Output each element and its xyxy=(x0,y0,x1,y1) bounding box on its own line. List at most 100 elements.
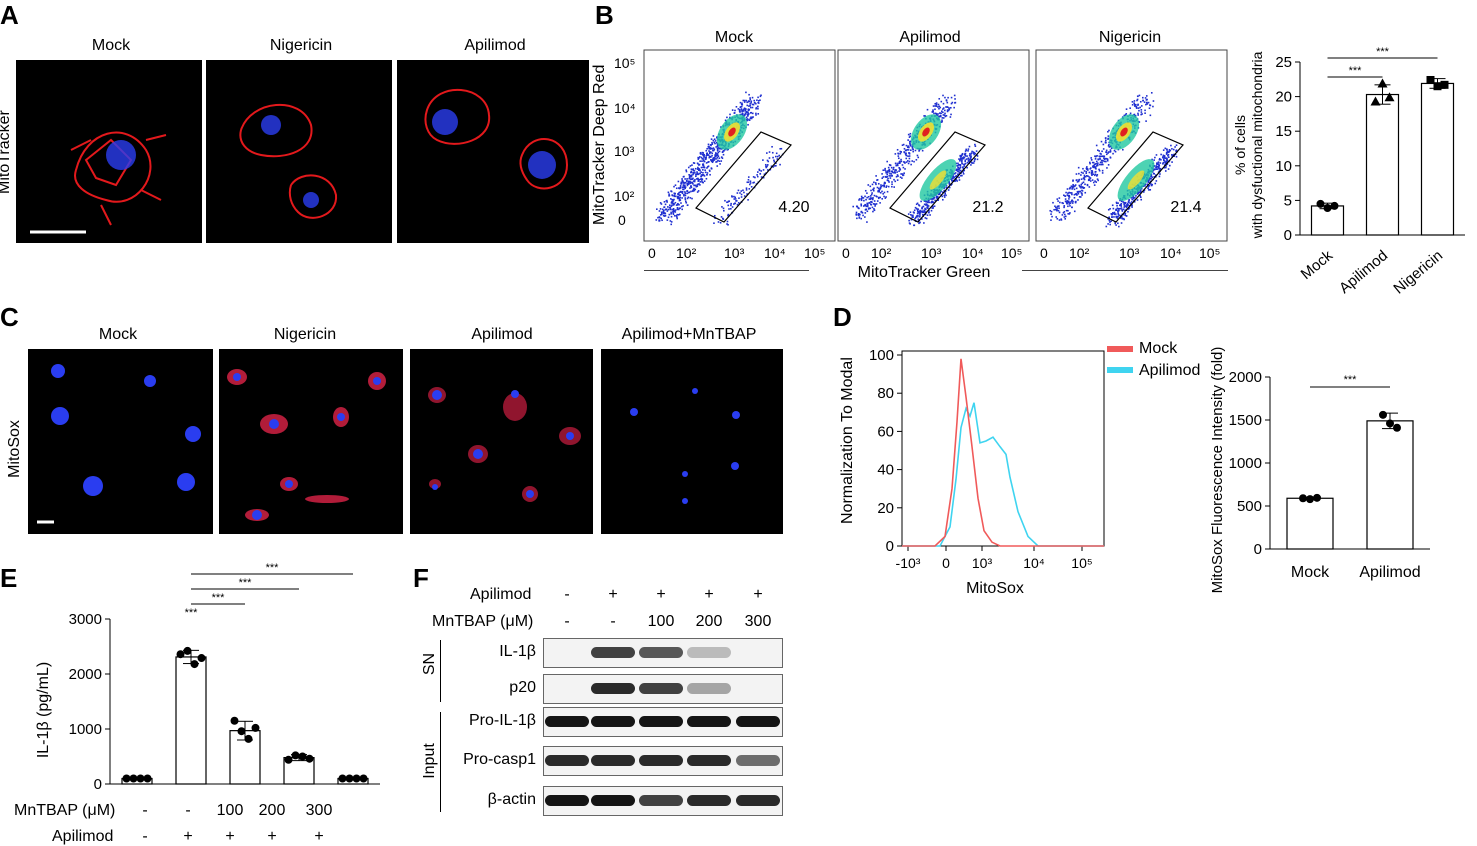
e-condition-1-5: 300 xyxy=(305,802,333,819)
panel-c-title-nigericin: Nigericin xyxy=(273,326,337,343)
micrograph-c-apilimod xyxy=(410,349,593,534)
y-tick-label: 2000 xyxy=(1229,369,1262,386)
f-input-bracket xyxy=(440,712,441,812)
f-blot-label-4: Pro-casp1 xyxy=(463,751,536,768)
data-point xyxy=(1386,419,1394,428)
panel-label-d: D xyxy=(833,302,852,332)
panel-b-title-mock: Mock xyxy=(714,29,754,46)
b-xtick-11: 10² xyxy=(1069,245,1090,261)
f-condition-2-2: - xyxy=(610,613,616,630)
y-tick-label: 15 xyxy=(1275,123,1292,140)
data-point xyxy=(359,774,368,783)
f-band-5-1 xyxy=(545,795,589,806)
e-row2-label: Apilimod xyxy=(52,828,114,845)
flow-gate-2 xyxy=(889,131,986,223)
b-ytick-4: 0 xyxy=(618,212,626,228)
f-condition-2-5: 300 xyxy=(744,613,772,630)
panel-c-title-mock: Mock xyxy=(98,326,138,343)
hist-x-label: 10⁴ xyxy=(1023,555,1045,571)
x-category-label: Nigericin xyxy=(1390,247,1446,298)
hist-x-label: -10³ xyxy=(896,555,921,571)
f-condition-1-5: + xyxy=(753,586,763,603)
b-xtick-10: 0 xyxy=(1040,245,1048,261)
f-blot-label-1: IL-1β xyxy=(499,643,536,660)
d-legend-mock: Mock xyxy=(1139,340,1178,357)
data-point xyxy=(1377,78,1388,88)
x-category-label: Mock xyxy=(1298,247,1337,283)
data-point xyxy=(1440,80,1449,89)
b-xtick-8: 10⁴ xyxy=(962,245,984,261)
data-point xyxy=(1393,423,1401,432)
b-ytick-1: 10⁴ xyxy=(614,100,636,116)
bar xyxy=(175,656,207,785)
hist-frame xyxy=(901,350,1105,547)
f-band-5-2 xyxy=(591,795,635,806)
b-ytick-0: 10⁵ xyxy=(614,55,636,71)
sig-label: *** xyxy=(185,607,199,619)
y-tick-label: 0 xyxy=(1254,541,1262,558)
f-band-2-3 xyxy=(639,683,683,694)
data-point xyxy=(1306,495,1314,504)
y-tick-label: 1500 xyxy=(1229,412,1262,429)
hist-line-mock xyxy=(902,358,1104,547)
data-point xyxy=(345,774,354,783)
data-point xyxy=(230,716,239,725)
sig-label: *** xyxy=(212,592,226,604)
data-point xyxy=(1379,410,1387,419)
f-band-4-4 xyxy=(687,755,731,766)
data-point xyxy=(1299,494,1307,503)
f-condition-1-1: - xyxy=(564,586,570,603)
panel-b-title-apilimod: Apilimod xyxy=(899,29,961,46)
sig-label: *** xyxy=(1344,374,1358,386)
hist-xlabel: MitoSox xyxy=(966,580,1024,597)
sig-label: *** xyxy=(239,577,253,589)
micrograph-c-mock xyxy=(28,349,213,534)
sig-label: *** xyxy=(1349,65,1363,77)
chart-e-bar: 0 1000 2000 3000 *** *** *** *** IL-1β (pg/mL) xyxy=(35,562,380,793)
data-point xyxy=(129,774,138,783)
f-condition-1-4: + xyxy=(704,586,714,603)
panel-a-title-nigericin: Nigericin xyxy=(269,37,333,54)
data-point xyxy=(284,755,293,764)
hist-y-label: 40 xyxy=(877,462,894,479)
y-tick-label: 1000 xyxy=(1229,455,1262,472)
data-point xyxy=(1426,75,1435,84)
panel-b-title-nigericin: Nigericin xyxy=(1098,29,1162,46)
e-row1-label: MnTBAP (μM) xyxy=(14,802,116,819)
sig-label: *** xyxy=(1376,46,1390,58)
panel-a-title-apilimod: Apilimod xyxy=(464,37,526,54)
data-point xyxy=(143,774,152,783)
b-xtick-6: 10² xyxy=(871,245,892,261)
panel-label-c: C xyxy=(0,302,19,332)
data-point xyxy=(183,646,192,655)
bar xyxy=(1366,420,1414,550)
panel-label-a: A xyxy=(0,0,19,30)
data-point xyxy=(136,774,145,783)
data-point xyxy=(237,727,246,736)
data-point xyxy=(1433,82,1442,91)
b-xtick-2: 10³ xyxy=(724,245,745,261)
e-condition-1-4: 200 xyxy=(258,802,286,819)
f-condition-1-3: + xyxy=(656,586,666,603)
b-xtick-0: 0 xyxy=(648,245,656,261)
y-tick-label: 0 xyxy=(1284,227,1292,244)
y-tick-label: 1000 xyxy=(69,721,102,738)
e-condition-2-4: + xyxy=(267,828,277,845)
b-xtick-12: 10³ xyxy=(1119,245,1140,261)
chart-b-ylabel: % of cellswith dysfuctional mitochondria xyxy=(1232,51,1265,239)
f-band-3-1 xyxy=(545,716,589,727)
hist-y-label: 0 xyxy=(886,538,894,555)
micrograph-a-apilimod xyxy=(397,60,589,243)
e-condition-1-2: - xyxy=(185,802,191,819)
e-condition-1-1: - xyxy=(142,802,148,819)
d-legend-apilimod-swatch xyxy=(1107,367,1133,373)
data-point xyxy=(244,734,253,743)
f-blot-label-3: Pro-IL-1β xyxy=(469,712,536,729)
y-tick-label: 10 xyxy=(1275,158,1292,175)
hist-x-label: 0 xyxy=(942,555,950,571)
b-xtick-13: 10⁴ xyxy=(1160,245,1182,261)
hist-y-label: 60 xyxy=(877,423,894,440)
panel-c-row-label: MitoSox xyxy=(6,420,23,478)
f-band-3-2 xyxy=(591,716,635,727)
